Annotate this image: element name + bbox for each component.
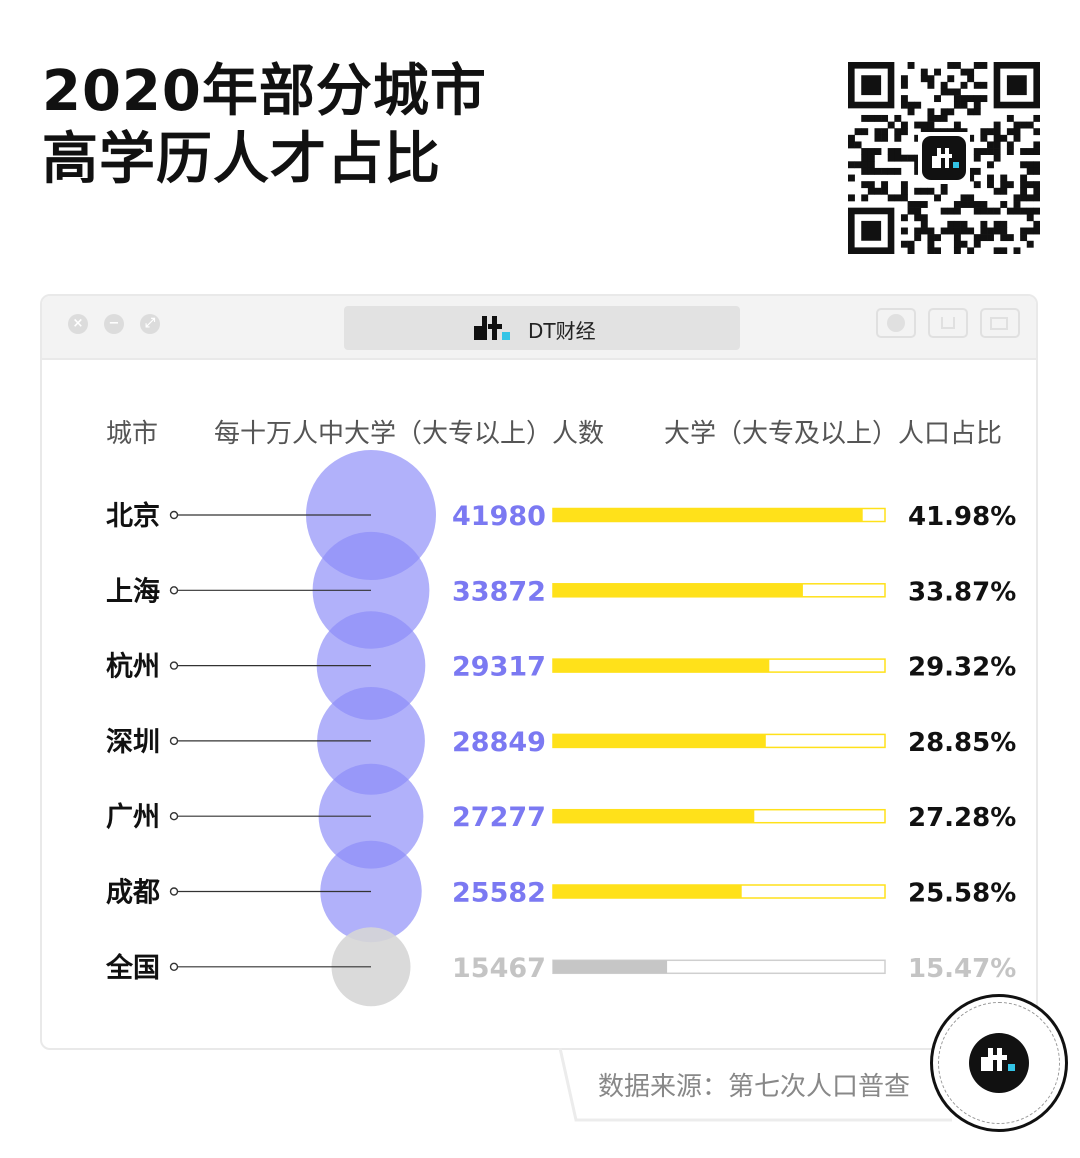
data-source: 数据来源：第七次人口普查 — [598, 1072, 911, 1102]
header-count: 每十万人中大学（大专以上）人数 — [214, 419, 605, 449]
record-icon[interactable] — [876, 308, 916, 338]
source-tab-shape — [558, 1048, 952, 1122]
window-copy-icon[interactable] — [980, 308, 1020, 338]
dt-badge-logo-icon — [969, 1033, 1029, 1093]
title-line-2: 高学历人才占比 — [42, 127, 441, 192]
window-tab[interactable]: DT财经 — [344, 306, 740, 350]
close-window-icon[interactable]: × — [68, 314, 88, 334]
zoom-window-icon[interactable]: ⤢ — [140, 314, 160, 334]
browser-window: × − ⤢ DT财经 — [40, 294, 1038, 1050]
minimize-window-icon[interactable]: − — [104, 314, 124, 334]
tab-label: DT财经 — [528, 319, 596, 343]
window-titlebar: × − ⤢ DT财经 — [42, 296, 1036, 360]
qr-code-icon — [848, 62, 1040, 254]
header-city: 城市 — [106, 419, 159, 449]
page-title: 2020年部分城市 高学历人才占比 — [42, 58, 487, 194]
dt-logo-icon — [474, 316, 510, 340]
title-line-1: 2020年部分城市 — [42, 59, 487, 124]
header-share: 大学（大专及以上）人口占比 — [664, 419, 1003, 449]
dt-badge — [930, 994, 1068, 1132]
share-icon[interactable] — [928, 308, 968, 338]
